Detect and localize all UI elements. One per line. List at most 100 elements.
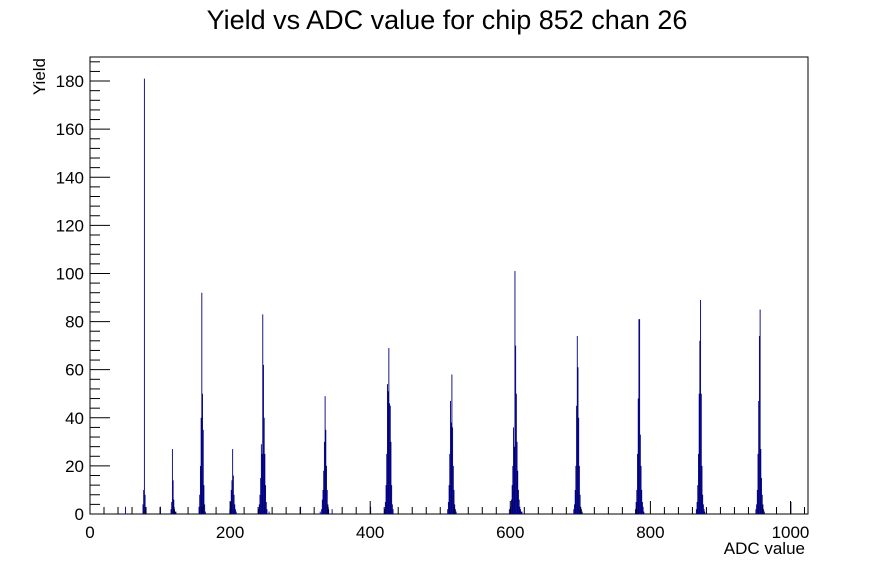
histogram-bar xyxy=(173,499,175,514)
x-axis-label: ADC value xyxy=(724,539,805,558)
histogram-bar xyxy=(202,429,204,514)
histogram-bar xyxy=(637,453,638,514)
histogram-bar xyxy=(259,494,261,514)
histogram-bar xyxy=(262,314,264,514)
y-tick-label: 140 xyxy=(56,168,84,187)
histogram-bar xyxy=(265,501,267,514)
histogram-bar xyxy=(235,511,237,514)
x-tick-label: 600 xyxy=(496,523,524,542)
histogram-bar xyxy=(171,501,173,514)
histogram-bar xyxy=(698,393,700,514)
histogram-bar xyxy=(203,485,205,514)
histogram-bar xyxy=(204,511,206,514)
histogram-bar xyxy=(640,465,642,514)
histogram-bar xyxy=(696,501,698,514)
histogram-bar xyxy=(450,400,451,514)
histogram-bar xyxy=(232,475,234,514)
histogram-bar xyxy=(455,511,457,514)
histogram-bar xyxy=(761,494,763,514)
x-tick-label: 0 xyxy=(85,523,94,542)
histogram-bar xyxy=(638,319,640,514)
histogram-bar xyxy=(755,509,757,514)
histogram-bar xyxy=(390,441,392,514)
histogram-bar xyxy=(321,509,323,514)
histogram-bar xyxy=(520,511,522,514)
histogram-bar xyxy=(142,504,144,514)
histogram-bar xyxy=(201,292,203,514)
histogram-bar xyxy=(235,509,236,514)
histogram-bar xyxy=(450,422,452,514)
y-tick-label: 60 xyxy=(65,361,84,380)
histogram-bar xyxy=(637,398,639,514)
y-tick-label: 160 xyxy=(56,120,84,139)
histogram-bar xyxy=(573,509,575,514)
y-tick-label: 0 xyxy=(75,505,84,524)
histogram-bar xyxy=(263,364,264,514)
x-axis-ticks: 0 200 400 600 800 1000 xyxy=(85,501,809,542)
y-axis-label: Yield xyxy=(30,58,49,95)
histogram-bar xyxy=(454,509,456,514)
histogram-bar xyxy=(199,494,201,514)
histogram-bar xyxy=(757,453,759,514)
histogram-bar xyxy=(384,501,386,514)
histogram-bar xyxy=(761,477,762,514)
histogram-bar xyxy=(125,506,126,514)
histogram-bar xyxy=(703,509,705,514)
histogram-bar xyxy=(516,441,518,514)
histogram-bar xyxy=(319,511,321,514)
y-tick-label: 80 xyxy=(65,313,84,332)
histogram-bar xyxy=(511,485,513,514)
histogram-bar xyxy=(578,465,580,514)
histogram-bar xyxy=(515,393,517,514)
histogram-bars xyxy=(125,78,792,515)
histogram-bar xyxy=(700,299,702,514)
histogram-bar xyxy=(387,384,388,514)
histogram-bar xyxy=(261,453,263,514)
histogram-bar xyxy=(518,499,520,514)
histogram-bar xyxy=(701,465,703,514)
histogram-bar xyxy=(758,400,760,514)
histogram-bar xyxy=(385,485,387,514)
x-tick-label: 800 xyxy=(636,523,664,542)
histogram-bar xyxy=(512,465,514,514)
histogram-bar xyxy=(331,509,333,514)
histogram-bar xyxy=(170,509,172,514)
histogram-bar xyxy=(518,489,519,514)
histogram-bar xyxy=(268,511,270,514)
histogram-bar xyxy=(387,391,389,514)
histogram-bar xyxy=(513,427,514,514)
histogram-bar xyxy=(233,494,235,514)
histogram-bar xyxy=(579,494,581,514)
histogram-bar xyxy=(174,511,176,514)
histogram-bar xyxy=(581,509,582,514)
histogram-bar xyxy=(389,405,391,514)
histogram-bar xyxy=(325,429,327,514)
x-tick-label: 1000 xyxy=(772,523,810,542)
histogram-bar xyxy=(704,511,706,514)
histogram-bar xyxy=(699,340,701,514)
y-tick-label: 40 xyxy=(65,409,84,428)
y-tick-label: 120 xyxy=(56,216,84,235)
histogram-bar xyxy=(697,485,699,514)
histogram-bar xyxy=(758,336,760,514)
histogram-bar xyxy=(519,506,521,514)
histogram-bar xyxy=(260,477,262,514)
histogram-bar xyxy=(641,501,643,514)
histogram-bar xyxy=(449,453,451,514)
x-tick-label: 400 xyxy=(356,523,384,542)
chart-title: Yield vs ADC value for chip 852 chan 26 xyxy=(207,5,688,35)
histogram-bar xyxy=(577,367,579,514)
histogram-bar xyxy=(391,504,393,514)
histogram-bar xyxy=(258,504,260,514)
histogram-bar xyxy=(641,489,643,514)
histogram-bar xyxy=(578,417,580,514)
histogram-bar xyxy=(576,405,578,514)
histogram-bar xyxy=(756,504,758,514)
histogram-bar xyxy=(643,511,645,514)
histogram-bar xyxy=(695,509,697,514)
histogram-bar xyxy=(639,319,641,514)
histogram-bar xyxy=(391,485,393,514)
histogram-bar xyxy=(202,393,203,514)
histogram-bar xyxy=(702,504,704,514)
